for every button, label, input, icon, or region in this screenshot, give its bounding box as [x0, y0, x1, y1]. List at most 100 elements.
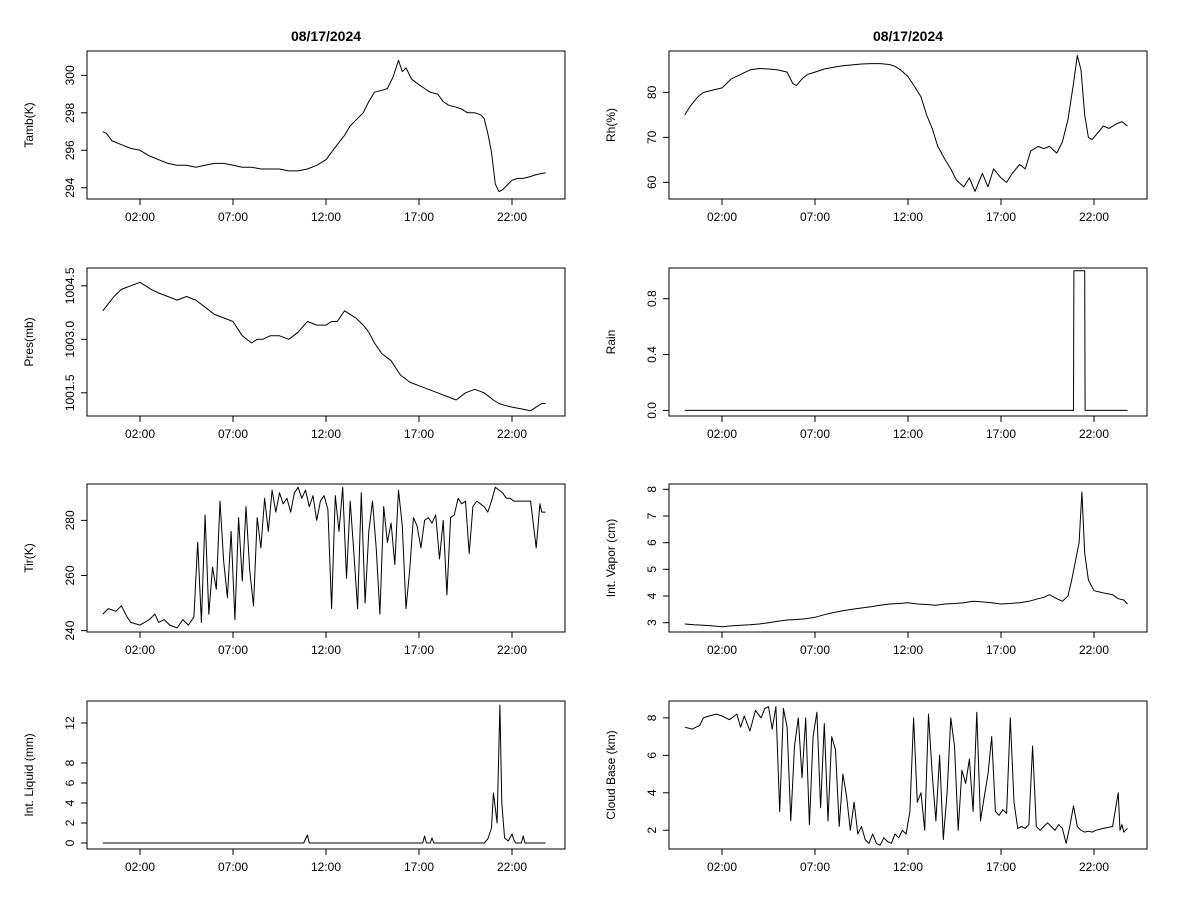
x-tick-label: 22:00 — [1079, 427, 1109, 441]
chart-vapor: 02:00 07:00 12:00 17:00 22:00 3 4 5 6 7 8 — [645, 486, 1128, 657]
x-tick-label: 17:00 — [986, 427, 1016, 441]
y-tick-label: 80 — [645, 85, 659, 99]
series-line-pres — [102, 281, 546, 412]
chart-cloudbase: 02:00 07:00 12:00 17:00 22:00 2 4 6 8 — [645, 706, 1128, 874]
y-tick-label: 4 — [645, 592, 659, 599]
panel-pres: Pres(mb) — [22, 267, 566, 417]
y-axis-label: Pres(mb) — [22, 317, 36, 366]
x-tick-label: 07:00 — [218, 427, 248, 441]
y-axis-label: Tir(K) — [22, 543, 36, 573]
chart-tir: 02:00 07:00 12:00 17:00 22:00 240 260 280 — [63, 486, 546, 657]
plot-frame — [668, 267, 1148, 417]
y-tick-label: 8 — [645, 486, 659, 493]
series-line-rh — [684, 55, 1128, 192]
x-tick-label: 07:00 — [800, 643, 830, 657]
x-tick-label: 17:00 — [986, 210, 1016, 224]
series-line-liquid — [102, 704, 546, 844]
x-tick-label: 22:00 — [497, 427, 527, 441]
y-tick-label: 2 — [645, 827, 659, 834]
left-column-title: 08/17/2024 — [291, 28, 361, 44]
plot-frame — [668, 700, 1148, 850]
x-tick-label: 07:00 — [218, 860, 248, 874]
y-tick-label: 8 — [645, 714, 659, 721]
x-tick-label: 12:00 — [893, 210, 923, 224]
x-tick-label: 17:00 — [404, 643, 434, 657]
x-tick-label: 02:00 — [125, 860, 155, 874]
x-tick-label: 07:00 — [218, 643, 248, 657]
series-line-vapor — [684, 491, 1128, 628]
x-tick-label: 17:00 — [404, 427, 434, 441]
series-line-tir — [102, 486, 546, 629]
panel-vapor: Int. Vapor (cm) — [604, 483, 1148, 633]
y-tick-label: 60 — [645, 175, 659, 189]
x-tick-label: 22:00 — [497, 643, 527, 657]
x-tick-label: 12:00 — [311, 210, 341, 224]
y-tick-label: 7 — [645, 512, 659, 519]
y-axis-label: Tamb(K) — [22, 102, 36, 147]
x-tick-label: 22:00 — [1079, 210, 1109, 224]
y-tick-label: 0.4 — [645, 346, 659, 363]
y-tick-label: 300 — [63, 65, 77, 85]
chart-rh: 02:00 07:00 12:00 17:00 22:00 60 70 80 — [645, 55, 1128, 224]
plot-frame — [86, 700, 566, 850]
panel-liquid: Int. Liquid (mm) — [22, 700, 566, 850]
x-tick-label: 12:00 — [893, 643, 923, 657]
y-axis-label: Int. Vapor (cm) — [604, 519, 618, 597]
x-tick-label: 02:00 — [125, 643, 155, 657]
y-tick-label: 12 — [63, 716, 77, 730]
plot-frame — [86, 483, 566, 633]
y-tick-label: 6 — [645, 539, 659, 546]
right-column-title: 08/17/2024 — [873, 28, 943, 44]
x-tick-label: 02:00 — [707, 427, 737, 441]
x-tick-label: 07:00 — [800, 210, 830, 224]
panel-tamb: Tamb(K) — [22, 50, 566, 200]
chart-pres: 02:00 07:00 12:00 17:00 22:00 1001.5 1003.0 100… — [63, 267, 546, 441]
x-tick-label: 02:00 — [707, 860, 737, 874]
y-tick-label: 1004.5 — [63, 267, 77, 304]
x-tick-label: 12:00 — [893, 860, 923, 874]
y-tick-label: 6 — [63, 779, 77, 786]
y-tick-label: 8 — [63, 759, 77, 766]
x-tick-label: 12:00 — [311, 860, 341, 874]
y-tick-label: 0.0 — [645, 402, 659, 419]
chart-liquid: 02:00 07:00 12:00 17:00 22:00 0 2 4 6 8 12 — [63, 704, 546, 874]
chart-tamb: 02:00 07:00 12:00 17:00 22:00 294 296 298 300 — [63, 59, 546, 224]
x-tick-label: 22:00 — [497, 210, 527, 224]
x-tick-label: 22:00 — [1079, 860, 1109, 874]
x-tick-label: 22:00 — [1079, 643, 1109, 657]
series-line-tamb — [102, 59, 546, 192]
x-tick-label: 12:00 — [893, 427, 923, 441]
series-line-cloudbase — [684, 706, 1128, 846]
y-axis-label: Cloud Base (km) — [604, 730, 618, 819]
x-tick-label: 07:00 — [218, 210, 248, 224]
panel-cloudbase: Cloud Base (km) — [604, 700, 1148, 850]
y-tick-label: 260 — [63, 565, 77, 585]
plot-frame — [668, 483, 1148, 633]
x-tick-label: 17:00 — [986, 643, 1016, 657]
plot-frame — [86, 50, 566, 200]
x-tick-label: 02:00 — [707, 210, 737, 224]
y-tick-label: 240 — [63, 620, 77, 640]
x-tick-label: 12:00 — [311, 643, 341, 657]
y-tick-label: 5 — [645, 566, 659, 573]
x-tick-label: 17:00 — [404, 860, 434, 874]
y-axis-label: Rain — [604, 330, 618, 355]
y-tick-label: 70 — [645, 130, 659, 144]
y-tick-label: 1001.5 — [63, 374, 77, 411]
y-tick-label: 4 — [645, 789, 659, 796]
y-tick-label: 1003.0 — [63, 321, 77, 358]
y-tick-label: 3 — [645, 619, 659, 626]
x-tick-label: 22:00 — [497, 860, 527, 874]
y-tick-label: 280 — [63, 510, 77, 530]
y-tick-label: 4 — [63, 799, 77, 806]
x-tick-label: 17:00 — [404, 210, 434, 224]
x-tick-label: 02:00 — [707, 643, 737, 657]
chart-rain: 02:00 07:00 12:00 17:00 22:00 0.0 0.4 0.8 — [645, 270, 1128, 441]
plot-frame — [86, 267, 566, 417]
y-axis-label: Int. Liquid (mm) — [22, 733, 36, 816]
y-tick-label: 2 — [63, 819, 77, 826]
x-tick-label: 07:00 — [800, 427, 830, 441]
x-tick-label: 02:00 — [125, 427, 155, 441]
y-tick-label: 6 — [645, 752, 659, 759]
